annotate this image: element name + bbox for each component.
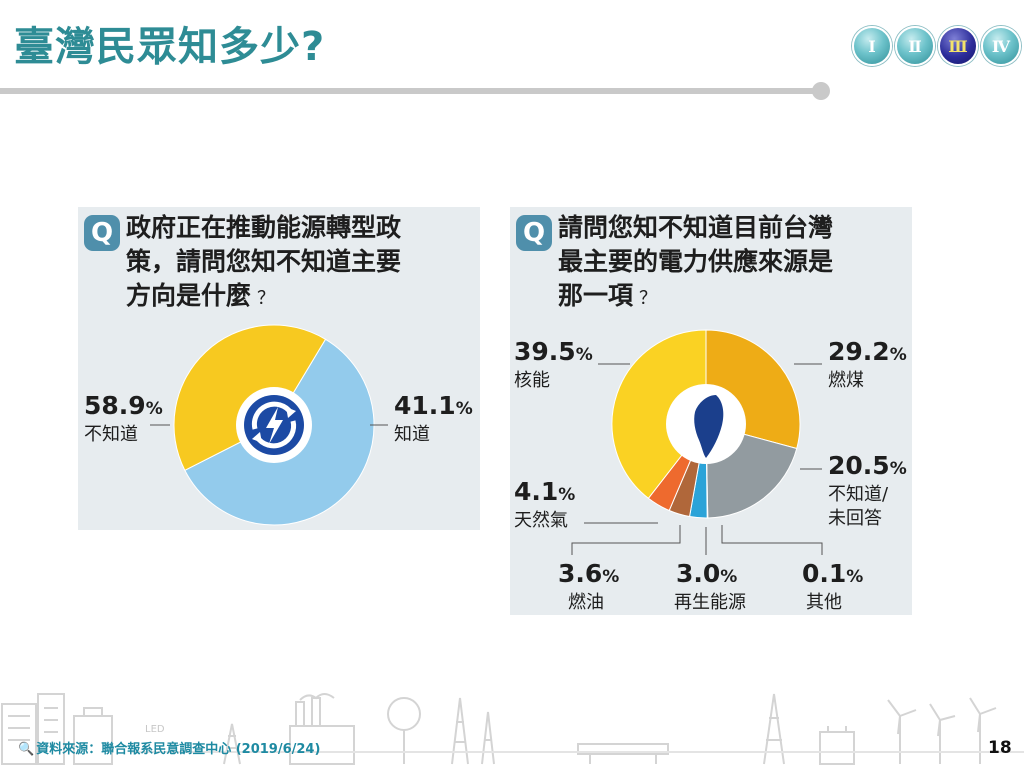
value-number: 0.1: [802, 559, 847, 588]
value-number: 41.1: [394, 391, 456, 420]
taiwan-map-icon: [666, 384, 746, 464]
category-label-line: 不知道/: [828, 484, 889, 505]
value-number: 29.2: [828, 337, 890, 366]
energy-skyline-decoration: [1, 693, 1024, 765]
source-text: 資料來源：聯合報系民意調查中心 (2019/6/24): [36, 742, 321, 757]
decor-led-text: LED: [145, 724, 165, 735]
category-label-other: 其他: [806, 592, 842, 613]
magnifier-icon: 🔍: [18, 742, 35, 757]
right-survey-panel: Q 請問您知不知道目前台灣 最主要的電力供應來源是 那一項？ 39.5% 核能 …: [510, 207, 912, 615]
nav-section-4-button[interactable]: Ⅳ: [981, 26, 1021, 66]
leader-lines: [571, 363, 823, 555]
value-unit: %: [889, 459, 907, 479]
value-label-oil: 3.6%: [558, 559, 619, 588]
category-label-coal: 燃煤: [828, 370, 864, 391]
value-label-dont-know: 58.9%: [84, 391, 163, 420]
question-mark: ？: [257, 288, 276, 309]
question-line: 最主要的電力供應來源是: [558, 247, 834, 276]
value-number: 4.1: [514, 477, 559, 506]
category-label-dont-know: 不知道: [84, 424, 138, 445]
question-badge-right: Q: [516, 215, 552, 251]
question-line: 請問您知不知道目前台灣: [558, 213, 834, 242]
category-label-nuclear: 核能: [514, 370, 550, 391]
value-label-know: 41.1%: [394, 391, 473, 420]
question-line: 策，請問您知不知道主要: [126, 247, 402, 276]
value-unit: %: [846, 567, 864, 587]
value-number: 58.9: [84, 391, 146, 420]
category-label-know: 知道: [394, 424, 430, 445]
value-unit: %: [558, 485, 576, 505]
value-label-nuclear: 39.5%: [514, 337, 593, 366]
question-line: 那一項？: [558, 279, 833, 316]
category-label-oil: 燃油: [568, 592, 604, 613]
value-label-natural-gas: 4.1%: [514, 477, 575, 506]
section-nav: Ⅰ Ⅱ Ⅲ Ⅳ: [852, 26, 1021, 66]
value-number: 20.5: [828, 451, 890, 480]
value-label-coal: 29.2%: [828, 337, 907, 366]
value-number: 3.0: [676, 559, 721, 588]
value-label-renewable: 3.0%: [676, 559, 737, 588]
slide-title: 臺灣民眾知多少?: [14, 24, 326, 70]
pie-slice-核能: [611, 329, 707, 499]
question-line-text: 那一項: [558, 281, 634, 310]
value-label-other: 0.1%: [802, 559, 863, 588]
title-divider-end-dot: [812, 82, 830, 100]
value-unit: %: [575, 345, 593, 365]
value-unit: %: [602, 567, 620, 587]
source-citation: 🔍 資料來源：聯合報系民意調查中心 (2019/6/24): [18, 738, 320, 757]
value-label-dont-know-no-answer: 20.5%: [828, 451, 907, 480]
value-unit: %: [145, 399, 163, 419]
nav-section-1-button[interactable]: Ⅰ: [852, 26, 892, 66]
nav-section-3-button[interactable]: Ⅲ: [938, 26, 978, 66]
value-number: 3.6: [558, 559, 603, 588]
question-text-right: 請問您知不知道目前台灣 最主要的電力供應來源是 那一項？: [558, 211, 833, 316]
power-source-pie-chart: [571, 329, 823, 555]
category-label-natural-gas: 天然氣: [514, 510, 568, 531]
category-label-line: 未回答: [828, 508, 882, 529]
value-number: 39.5: [514, 337, 576, 366]
value-unit: %: [720, 567, 738, 587]
category-label-renewable: 再生能源: [674, 592, 746, 613]
awareness-pie-chart: [150, 324, 388, 526]
title-divider: [0, 88, 820, 94]
page-number: 18: [988, 738, 1012, 758]
nav-section-2-button[interactable]: Ⅱ: [895, 26, 935, 66]
left-survey-panel: Q 政府正在推動能源轉型政 策，請問您知不知道主要 方向是什麼？ 58.9% 不…: [78, 207, 480, 530]
value-unit: %: [455, 399, 473, 419]
category-label-dont-know-no-answer: 不知道/ 未回答: [828, 483, 888, 531]
question-line: 方向是什麼？: [126, 279, 401, 316]
question-line: 政府正在推動能源轉型政: [126, 213, 402, 242]
value-unit: %: [889, 345, 907, 365]
energy-refresh-icon: [236, 387, 312, 463]
question-line-text: 方向是什麼: [126, 281, 252, 310]
question-text-left: 政府正在推動能源轉型政 策，請問您知不知道主要 方向是什麼？: [126, 211, 401, 316]
question-badge-left: Q: [84, 215, 120, 251]
question-mark: ？: [639, 288, 658, 309]
